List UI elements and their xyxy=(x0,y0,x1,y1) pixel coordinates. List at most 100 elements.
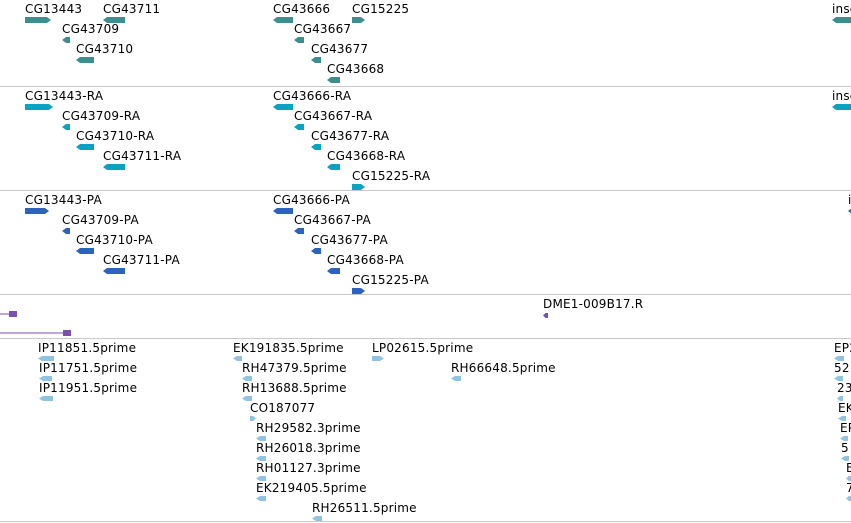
feature-label: CG43667-RA xyxy=(294,109,373,123)
feature-glyph-reverse-arrow-icon[interactable] xyxy=(103,268,125,274)
feature-glyph-reverse-arrow-icon[interactable] xyxy=(76,57,94,63)
feature-glyph-reverse-arrow-icon[interactable] xyxy=(256,456,266,461)
feature-label: CG15225-RA xyxy=(352,169,431,183)
feature-label: i xyxy=(848,193,851,207)
feature-glyph-forward-arrow-icon[interactable] xyxy=(250,416,256,421)
feature-glyph-reverse-arrow-icon[interactable] xyxy=(832,17,851,23)
feature-glyph-reverse-arrow-icon[interactable] xyxy=(327,268,340,274)
feature-glyph-reverse-arrow-icon[interactable] xyxy=(848,208,851,214)
feature-label: CG43667 xyxy=(294,22,352,36)
feature-glyph-reverse-arrow-icon[interactable] xyxy=(76,248,94,254)
feature-label: CG43711-RA xyxy=(103,149,182,163)
feature-label: CG43668-PA xyxy=(327,253,404,267)
feature-glyph-reverse-arrow-icon[interactable] xyxy=(256,496,266,501)
feature-glyph-reverse-arrow-icon[interactable] xyxy=(834,356,844,361)
feature-label: CG43677 xyxy=(311,42,369,56)
feature-label: CG43709-RA xyxy=(62,109,141,123)
feature-glyph-forward-arrow-icon[interactable] xyxy=(352,184,365,190)
feature-glyph-shape xyxy=(273,17,293,23)
feature-glyph-reverse-arrow-icon[interactable] xyxy=(233,356,242,361)
feature-glyph-shape xyxy=(311,57,321,63)
feature-glyph-reverse-arrow-icon[interactable] xyxy=(242,376,252,381)
feature-glyph-reverse-arrow-icon[interactable] xyxy=(834,376,843,381)
ests-track: IP11851.5prime IP11751.5prime IP11951.5pri… xyxy=(0,339,851,522)
feature-label: CG43710 xyxy=(76,42,134,56)
feature-glyph-reverse-arrow-icon[interactable] xyxy=(273,17,293,23)
feature-label: EP xyxy=(840,421,851,435)
feature-glyph-reverse-arrow-icon[interactable] xyxy=(840,436,848,441)
feature-label: CG43668 xyxy=(327,62,385,76)
feature-label: CG13443-PA xyxy=(25,193,102,207)
feature-glyph-shape xyxy=(39,396,53,401)
feature-glyph-shape xyxy=(25,17,51,23)
feature-glyph-reverse-arrow-icon[interactable] xyxy=(832,104,851,110)
feature-glyph-reverse-arrow-icon[interactable] xyxy=(841,456,849,461)
feature-glyph-shape xyxy=(256,436,266,441)
feature-glyph-forward-arrow-icon[interactable] xyxy=(25,208,49,214)
feature-glyph-reverse-arrow-icon[interactable] xyxy=(846,476,851,481)
feature-glyph-shape xyxy=(832,104,851,110)
feature-label: EK219405.5prime xyxy=(256,481,367,495)
feature-glyph-reverse-arrow-icon[interactable] xyxy=(39,376,52,381)
feature-glyph-shape xyxy=(273,208,293,214)
alignments-track: DME1-009B17.R xyxy=(0,295,851,339)
feature-glyph-shape xyxy=(39,376,52,381)
feature-glyph-reverse-arrow-icon[interactable] xyxy=(327,77,340,83)
feature-glyph-reverse-arrow-icon[interactable] xyxy=(543,313,548,318)
feature-label: CG13443-RA xyxy=(25,89,104,103)
feature-label: CG15225-PA xyxy=(352,273,429,287)
feature-glyph-shape xyxy=(256,456,266,461)
feature-glyph-shape xyxy=(103,17,125,23)
feature-glyph-reverse-arrow-icon[interactable] xyxy=(62,37,70,43)
feature-glyph-reverse-arrow-icon[interactable] xyxy=(294,228,304,234)
feature-glyph-reverse-arrow-icon[interactable] xyxy=(837,396,843,401)
feature-glyph-reverse-arrow-icon[interactable] xyxy=(311,144,321,150)
feature-label: RH26511.5prime xyxy=(312,501,417,515)
feature-glyph-shape xyxy=(103,164,125,170)
feature-label: CG43711-PA xyxy=(103,253,180,267)
feature-glyph-reverse-arrow-icon[interactable] xyxy=(327,164,340,170)
feature-glyph-shape xyxy=(837,396,843,401)
feature-glyph-forward-arrow-icon[interactable] xyxy=(25,104,53,110)
feature-glyph-reverse-arrow-icon[interactable] xyxy=(294,37,304,43)
feature-glyph-reverse-arrow-icon[interactable] xyxy=(256,436,266,441)
feature-glyph-reverse-arrow-icon[interactable] xyxy=(76,144,94,150)
feature-glyph-shape xyxy=(846,476,851,481)
feature-label: RH01127.3prime xyxy=(256,461,361,475)
feature-glyph-reverse-arrow-icon[interactable] xyxy=(103,17,125,23)
feature-glyph-reverse-arrow-icon[interactable] xyxy=(311,248,321,254)
feature-glyph-reverse-arrow-icon[interactable] xyxy=(62,124,70,130)
feature-label: RH47379.5prime xyxy=(242,361,347,375)
feature-glyph-forward-arrow-icon[interactable] xyxy=(372,356,384,361)
feature-glyph-reverse-arrow-icon[interactable] xyxy=(311,57,321,63)
feature-label: CG43666-RA xyxy=(273,89,352,103)
alignment-span-1[interactable] xyxy=(0,329,72,337)
feature-label: EK xyxy=(838,401,851,415)
feature-glyph-reverse-arrow-icon[interactable] xyxy=(242,396,252,401)
feature-glyph-shape xyxy=(242,376,252,381)
feature-glyph-shape xyxy=(25,104,53,110)
feature-label: insc xyxy=(832,89,851,103)
alignment-span-0[interactable] xyxy=(0,310,18,318)
feature-label: CG43666 xyxy=(273,2,331,16)
feature-glyph-forward-arrow-icon[interactable] xyxy=(25,17,51,23)
feature-glyph-reverse-arrow-icon[interactable] xyxy=(451,376,461,381)
feature-glyph-reverse-arrow-icon[interactable] xyxy=(103,164,125,170)
feature-glyph-shape xyxy=(233,356,242,361)
feature-glyph-forward-arrow-icon[interactable] xyxy=(352,17,365,23)
feature-label: IP11851.5prime xyxy=(38,341,137,355)
feature-glyph-reverse-arrow-icon[interactable] xyxy=(256,476,266,481)
feature-glyph-reverse-arrow-icon[interactable] xyxy=(294,124,304,130)
feature-glyph-shape xyxy=(76,248,94,254)
feature-glyph-reverse-arrow-icon[interactable] xyxy=(62,228,70,234)
feature-glyph-reverse-arrow-icon[interactable] xyxy=(846,496,851,501)
feature-glyph-forward-arrow-icon[interactable] xyxy=(352,288,365,294)
feature-glyph-reverse-arrow-icon[interactable] xyxy=(38,356,54,361)
feature-glyph-reverse-arrow-icon[interactable] xyxy=(39,396,53,401)
feature-glyph-reverse-arrow-icon[interactable] xyxy=(273,208,293,214)
feature-label: CO187077 xyxy=(250,401,316,415)
feature-glyph-reverse-arrow-icon[interactable] xyxy=(838,416,846,421)
feature-glyph-reverse-arrow-icon[interactable] xyxy=(312,516,322,521)
feature-glyph-shape xyxy=(834,376,843,381)
feature-glyph-reverse-arrow-icon[interactable] xyxy=(273,104,293,110)
